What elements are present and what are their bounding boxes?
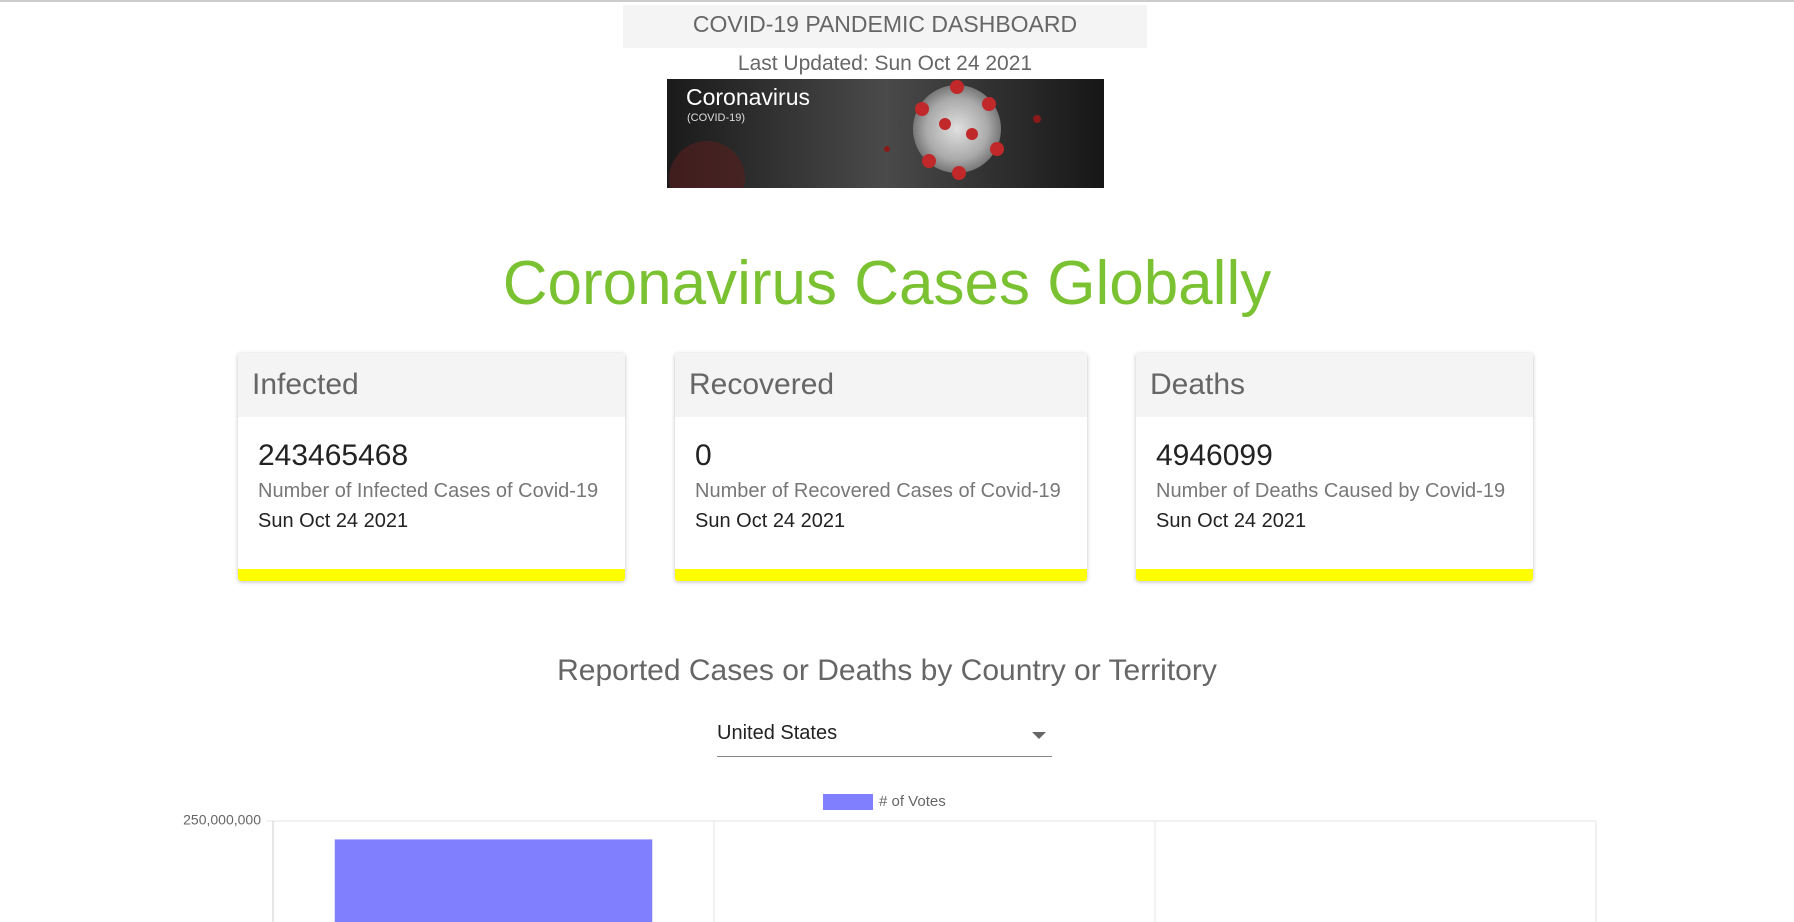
card-deaths: Deaths 4946099 Number of Deaths Caused b… <box>1136 353 1533 581</box>
card-title: Infected <box>238 353 625 417</box>
card-value: 4946099 <box>1156 439 1273 472</box>
last-updated: Last Updated: Sun Oct 24 2021 <box>737 52 1033 75</box>
card-title: Recovered <box>675 353 1087 417</box>
banner: Coronavirus (COVID-19) <box>667 79 1104 188</box>
card-infected: Infected 243465468 Number of Infected Ca… <box>238 353 625 581</box>
y-tick-label: 250,000,000 <box>183 812 261 828</box>
banner-subtitle: (COVID-19) <box>687 112 745 124</box>
dropdown-arrow <box>1032 732 1046 739</box>
card-accent <box>1136 569 1533 581</box>
banner-title: Coronavirus <box>686 84 810 110</box>
card-date: Sun Oct 24 2021 <box>695 510 846 532</box>
card-description: Number of Deaths Caused by Covid-19 <box>1156 480 1506 502</box>
section-title: Reported Cases or Deaths by Country or T… <box>557 654 1217 687</box>
card-date: Sun Oct 24 2021 <box>258 510 409 532</box>
main-heading: Coronavirus Cases Globally <box>502 249 1272 318</box>
header-title: COVID-19 PANDEMIC DASHBOARD <box>623 5 1147 48</box>
legend-swatch <box>823 794 873 810</box>
card-value: 0 <box>695 439 712 472</box>
card-description: Number of Infected Cases of Covid-19 <box>258 480 599 502</box>
legend-label: # of Votes <box>879 793 946 810</box>
card-title: Deaths <box>1136 353 1533 417</box>
card-recovered: Recovered 0 Number of Recovered Cases of… <box>675 353 1087 581</box>
select-value: United States <box>717 722 838 744</box>
chart: # of Votes 250,000,000 <box>183 793 1597 922</box>
card-value: 243465468 <box>258 439 409 472</box>
card-accent <box>675 569 1087 581</box>
card-date: Sun Oct 24 2021 <box>1156 510 1307 532</box>
card-accent <box>238 569 625 581</box>
country-select[interactable]: United States <box>717 722 1052 757</box>
card-description: Number of Recovered Cases of Covid-19 <box>695 480 1061 502</box>
bar <box>334 839 653 922</box>
